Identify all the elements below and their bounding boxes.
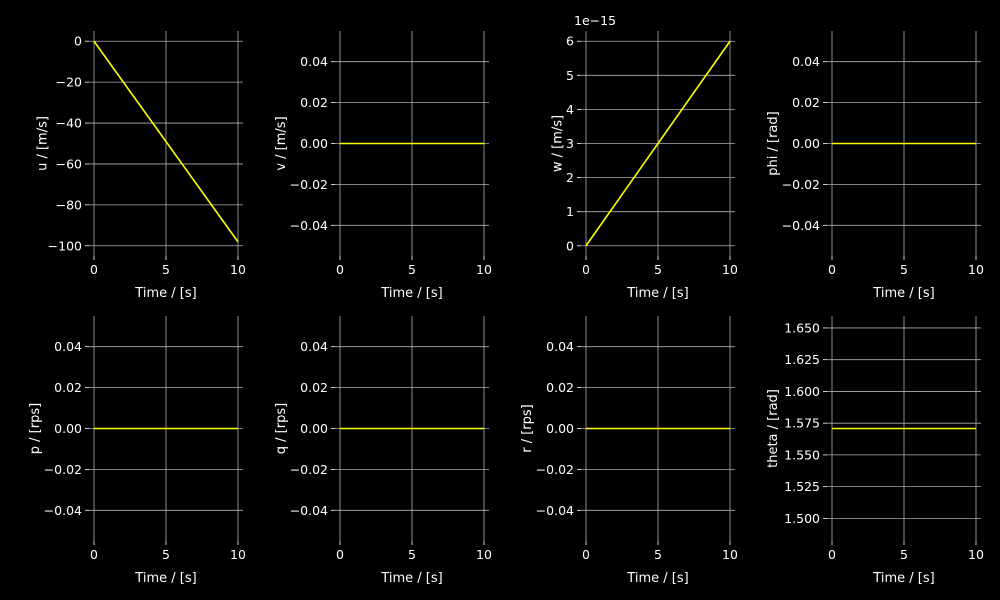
subplot-u: 0 5 10 0 −20 −40 −60 −80 −100 Time / [s] u / [m/s] (36, 31, 246, 301)
y-tick-label: −0.04 (782, 218, 820, 233)
y-tick-label: 1.625 (784, 352, 820, 367)
x-tick-label: 10 (476, 547, 492, 562)
x-tick-label: 0 (90, 262, 98, 277)
y-tick-label: −0.02 (290, 177, 328, 192)
x-tick-label: 5 (900, 547, 908, 562)
x-axis-label: Time / [s] (134, 571, 196, 586)
y-tick-label: −0.04 (290, 218, 328, 233)
y-tick-label: 2 (566, 170, 574, 185)
y-tick-label: −0.02 (782, 177, 820, 192)
y-axis-label: phi / [rad] (766, 111, 781, 175)
series-line-u (93, 40, 239, 243)
y-tick-label: 4 (566, 102, 574, 117)
x-tick-label: 10 (968, 547, 984, 562)
y-tick-label: 0 (566, 238, 574, 253)
x-axis-label: Time / [s] (872, 571, 934, 586)
y-tick-label: −0.04 (536, 503, 574, 518)
y-tick-label: 0.04 (300, 54, 328, 69)
x-tick-label: 5 (162, 262, 170, 277)
y-tick-label: −0.02 (536, 462, 574, 477)
y-tick-label: 5 (566, 68, 574, 83)
y-tick-label: 0.00 (792, 136, 820, 151)
y-tick-label: 0.02 (546, 380, 574, 395)
x-tick-label: 10 (230, 547, 246, 562)
subplot-p: 0 5 10 0.04 0.02 0.00 −0.02 −0.04 Time / [s] p / … (28, 316, 246, 586)
x-tick-label: 5 (162, 547, 170, 562)
subplot-q: 0 5 10 0.04 0.02 0.00 −0.02 −0.04 Time / [s] q / … (274, 316, 492, 586)
y-tick-label: 0.02 (792, 95, 820, 110)
x-axis-label: Time / [s] (626, 286, 688, 301)
x-tick-label: 10 (968, 262, 984, 277)
y-tick-label: 1.525 (784, 479, 820, 494)
y-axis-label: r / [rps] (520, 404, 535, 453)
y-tick-label: 1 (566, 204, 574, 219)
y-axis-label: q / [rps] (274, 403, 289, 454)
x-axis-label: Time / [s] (626, 571, 688, 586)
x-tick-label: 5 (654, 262, 662, 277)
y-tick-label: 1.500 (784, 511, 820, 526)
y-tick-label: −100 (48, 238, 82, 253)
y-axis-label: w / [m/s] (550, 115, 565, 172)
y-axis-label: u / [m/s] (36, 116, 51, 171)
subplot-r: 0 5 10 0.04 0.02 0.00 −0.02 −0.04 Time / [s] r / … (520, 316, 738, 586)
x-tick-label: 0 (582, 547, 590, 562)
x-tick-label: 10 (230, 262, 246, 277)
y-tick-label: 1.650 (784, 320, 820, 335)
y-tick-label: 0.00 (546, 421, 574, 436)
y-tick-label: −20 (56, 75, 82, 90)
x-tick-label: 10 (722, 547, 738, 562)
y-tick-label: 0.02 (300, 380, 328, 395)
y-tick-label: 1.600 (784, 384, 820, 399)
x-axis-label: Time / [s] (134, 286, 196, 301)
subplot-v: 0 5 10 0.04 0.02 0.00 −0.02 −0.04 Time / [s] v / … (274, 31, 492, 301)
y-tick-label: 0.02 (300, 95, 328, 110)
y-tick-label: −40 (56, 116, 82, 131)
y-tick-label: 1.550 (784, 447, 820, 462)
y-tick-label: −0.04 (290, 503, 328, 518)
y-tick-label: 3 (566, 136, 574, 151)
y-tick-label: 0.00 (300, 136, 328, 151)
x-tick-label: 10 (722, 262, 738, 277)
series-line-w (585, 40, 731, 247)
x-tick-label: 0 (90, 547, 98, 562)
x-tick-label: 5 (408, 262, 416, 277)
x-tick-label: 0 (582, 262, 590, 277)
x-tick-label: 10 (476, 262, 492, 277)
x-tick-label: 5 (408, 547, 416, 562)
x-tick-label: 0 (336, 262, 344, 277)
y-tick-label: −0.02 (290, 462, 328, 477)
x-tick-label: 0 (828, 547, 836, 562)
x-axis-label: Time / [s] (380, 571, 442, 586)
y-tick-label: −0.02 (44, 462, 82, 477)
x-tick-label: 5 (654, 547, 662, 562)
y-tick-label: 6 (566, 34, 574, 49)
y-tick-label: −80 (56, 197, 82, 212)
y-tick-label: 0.04 (546, 339, 574, 354)
y-tick-label: 1.575 (784, 416, 820, 431)
y-tick-label: 0.04 (300, 339, 328, 354)
y-axis-label: v / [m/s] (274, 116, 289, 170)
y-tick-label: 0.04 (54, 339, 82, 354)
y-tick-label: 0.04 (792, 54, 820, 69)
x-tick-label: 0 (828, 262, 836, 277)
x-tick-label: 5 (900, 262, 908, 277)
subplot-theta: 0 5 10 1.650 1.625 1.600 1.575 1.550 1.525 1.500 T… (766, 316, 984, 586)
x-axis-label: Time / [s] (380, 286, 442, 301)
y-axis-label: p / [rps] (28, 403, 43, 454)
y-tick-label: 0 (74, 34, 82, 49)
x-tick-label: 0 (336, 547, 344, 562)
y-tick-label: −0.04 (44, 503, 82, 518)
y-tick-label: 0.00 (54, 421, 82, 436)
y-tick-label: −60 (56, 156, 82, 171)
y-axis-label: theta / [rad] (766, 389, 781, 468)
subplot-w: 0 5 10 0 1 2 3 4 5 6 Time / [s] w / [m/s] 1e−15 (550, 13, 738, 301)
y-offset-label: 1e−15 (574, 13, 616, 28)
subplot-phi: 0 5 10 0.04 0.02 0.00 −0.02 −0.04 Time / [s] phi … (766, 31, 984, 301)
x-axis-label: Time / [s] (872, 286, 934, 301)
y-tick-label: 0.00 (300, 421, 328, 436)
y-tick-label: 0.02 (54, 380, 82, 395)
